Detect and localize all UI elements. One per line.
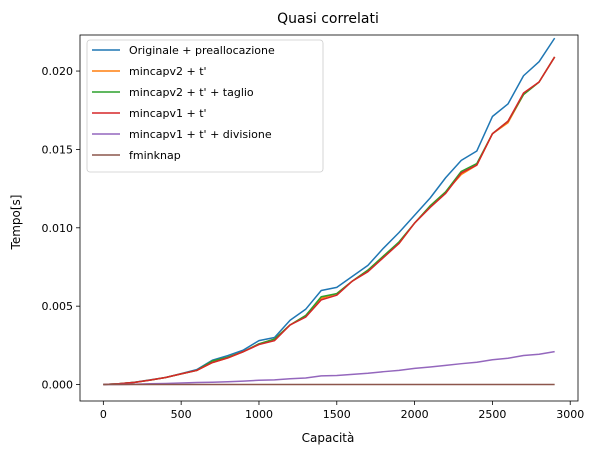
series-line [103, 56, 556, 386]
legend-item: mincapv1 + t' [92, 107, 207, 120]
chart-title: Quasi correlati [277, 11, 379, 27]
y-tick-label: 0.005 [42, 300, 74, 313]
legend-box [86, 39, 324, 173]
plot-frame [79, 34, 579, 402]
x-axis-label: Capacità [302, 431, 355, 445]
legend-label: mincapv2 + t' + taglio [129, 86, 254, 99]
y-tick-label: 0.020 [42, 65, 74, 78]
x-axis: 0 500 1000 1500 2000 2500 3000 [100, 401, 584, 421]
legend: Originale + preallocazione mincapv2 + t' m… [86, 39, 324, 173]
x-tick-label: 3000 [556, 408, 584, 421]
legend-item: mincapv1 + t' + divisione [92, 128, 272, 141]
legend-item: Originale + preallocazione [92, 44, 275, 57]
legend-item: fminknap [92, 149, 181, 162]
legend-item: mincapv2 + t' + taglio [92, 86, 254, 99]
legend-label: fminknap [129, 149, 181, 162]
y-tick-label: 0.010 [42, 222, 74, 235]
series-line [103, 350, 555, 386]
x-tick-label: 2000 [401, 408, 429, 421]
series-4 [103, 56, 556, 386]
plot-area [79, 34, 579, 402]
series-5 [103, 350, 555, 386]
legend-label: mincapv2 + t' [129, 65, 207, 78]
x-tick-label: 0 [100, 408, 107, 421]
x-tick-label: 2500 [478, 408, 506, 421]
legend-item: mincapv2 + t' [92, 65, 207, 78]
y-axis: 0.000 0.005 0.010 0.015 0.020 [42, 65, 80, 392]
y-axis-label: Tempo[s] [9, 195, 23, 251]
x-tick-label: 1000 [245, 408, 273, 421]
x-tick-label: 1500 [323, 408, 351, 421]
y-tick-label: 0.000 [42, 379, 74, 392]
legend-label: mincapv1 + t' [129, 107, 207, 120]
y-tick-label: 0.015 [42, 143, 74, 156]
x-tick-label: 500 [171, 408, 192, 421]
legend-label: mincapv1 + t' + divisione [129, 128, 272, 141]
legend-label: Originale + preallocazione [129, 44, 275, 57]
